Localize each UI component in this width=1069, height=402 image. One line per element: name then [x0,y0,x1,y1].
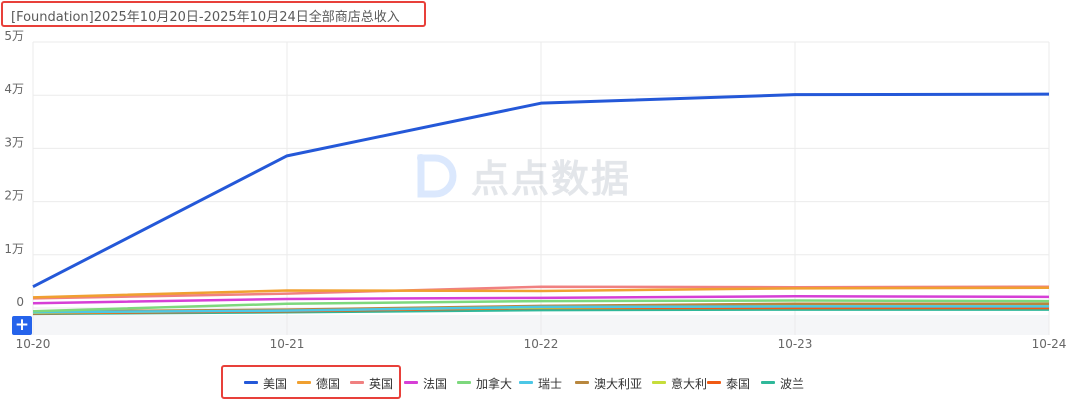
legend-swatch [244,381,258,384]
series-line-瑞士 [32,305,1049,314]
title-box: [Foundation]2025年10月20日-2025年10月24日全部商店总… [1,1,426,27]
legend-highlight-box [221,365,401,399]
legend-label: 加拿大 [476,376,512,391]
legend-swatch [297,381,311,384]
x-tick-label: 10-24 [1032,337,1067,351]
series-line-美国 [32,92,1050,289]
series-line-加拿大 [32,299,1050,313]
y-tick-label: 1万 [4,242,24,256]
series-line-德国 [32,286,1050,299]
chart-title: [Foundation]2025年10月20日-2025年10月24日全部商店总… [11,10,400,25]
legend-item[interactable]: 加拿大 [457,376,512,391]
legend-item[interactable]: 澳大利亚 [575,377,642,391]
legend-label: 波兰 [780,377,804,391]
zoom-button[interactable]: + [12,316,32,335]
legend-swatch [761,381,775,384]
legend-swatch [404,381,418,384]
legend-swatch [707,381,721,384]
legend-label: 德国 [316,376,340,391]
legend-label: 意大利 [671,376,707,391]
y-tick-label: 2万 [4,189,24,203]
legend-label: 瑞士 [538,377,562,391]
x-tick-label: 10-20 [16,337,51,351]
series-line-法国 [32,295,1050,305]
legend-item[interactable]: 德国 [297,376,340,391]
legend-label: 泰国 [726,377,750,391]
legend[interactable]: 美国 德国 英国 法国 加拿大 瑞士 澳大利亚 意大利 泰国 波兰 [244,376,804,391]
legend-label: 法国 [423,377,447,391]
x-tick-label: 10-21 [270,337,305,351]
legend-item[interactable]: 瑞士 [519,377,562,391]
legend-label: 澳大利亚 [594,377,642,391]
y-tick-label: 3万 [4,135,24,149]
legend-item[interactable]: 泰国 [707,377,750,391]
legend-item[interactable]: 波兰 [761,377,804,391]
x-tick-label: 10-23 [778,337,813,351]
y-tick-label: 5万 [4,29,24,43]
legend-item[interactable]: 英国 [350,377,393,391]
legend-label: 英国 [369,377,393,391]
y-tick-label: 4万 [4,82,24,96]
x-tick-label: 10-22 [524,337,559,351]
legend-swatch [519,381,533,384]
legend-swatch [457,381,471,384]
legend-item[interactable]: 法国 [404,377,447,391]
series-lines [32,92,1050,316]
legend-swatch [575,381,589,384]
legend-item[interactable]: 意大利 [652,376,707,391]
y-axis: 0 1万 2万 3万 4万 5万 [4,29,24,309]
legend-swatch [652,381,666,384]
legend-label: 美国 [263,377,287,391]
y-tick-label: 0 [16,295,24,309]
legend-item[interactable]: 美国 [244,377,287,391]
legend-swatch [350,381,364,384]
x-axis: 10-20 10-21 10-22 10-23 10-24 [16,337,1067,351]
